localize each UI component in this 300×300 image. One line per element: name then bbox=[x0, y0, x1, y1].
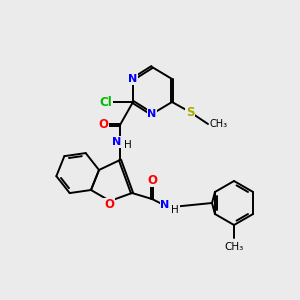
Text: O: O bbox=[147, 173, 157, 187]
Text: N: N bbox=[128, 74, 138, 84]
Text: N: N bbox=[147, 109, 157, 119]
Text: CH₃: CH₃ bbox=[224, 242, 244, 252]
Text: H: H bbox=[171, 205, 179, 215]
Text: Cl: Cl bbox=[100, 95, 112, 109]
Text: N: N bbox=[160, 200, 169, 210]
Text: H: H bbox=[124, 140, 132, 150]
Text: S: S bbox=[186, 106, 194, 118]
Text: O: O bbox=[104, 199, 114, 212]
Text: CH₃: CH₃ bbox=[210, 119, 228, 129]
Text: O: O bbox=[98, 118, 108, 131]
Text: N: N bbox=[112, 137, 122, 147]
